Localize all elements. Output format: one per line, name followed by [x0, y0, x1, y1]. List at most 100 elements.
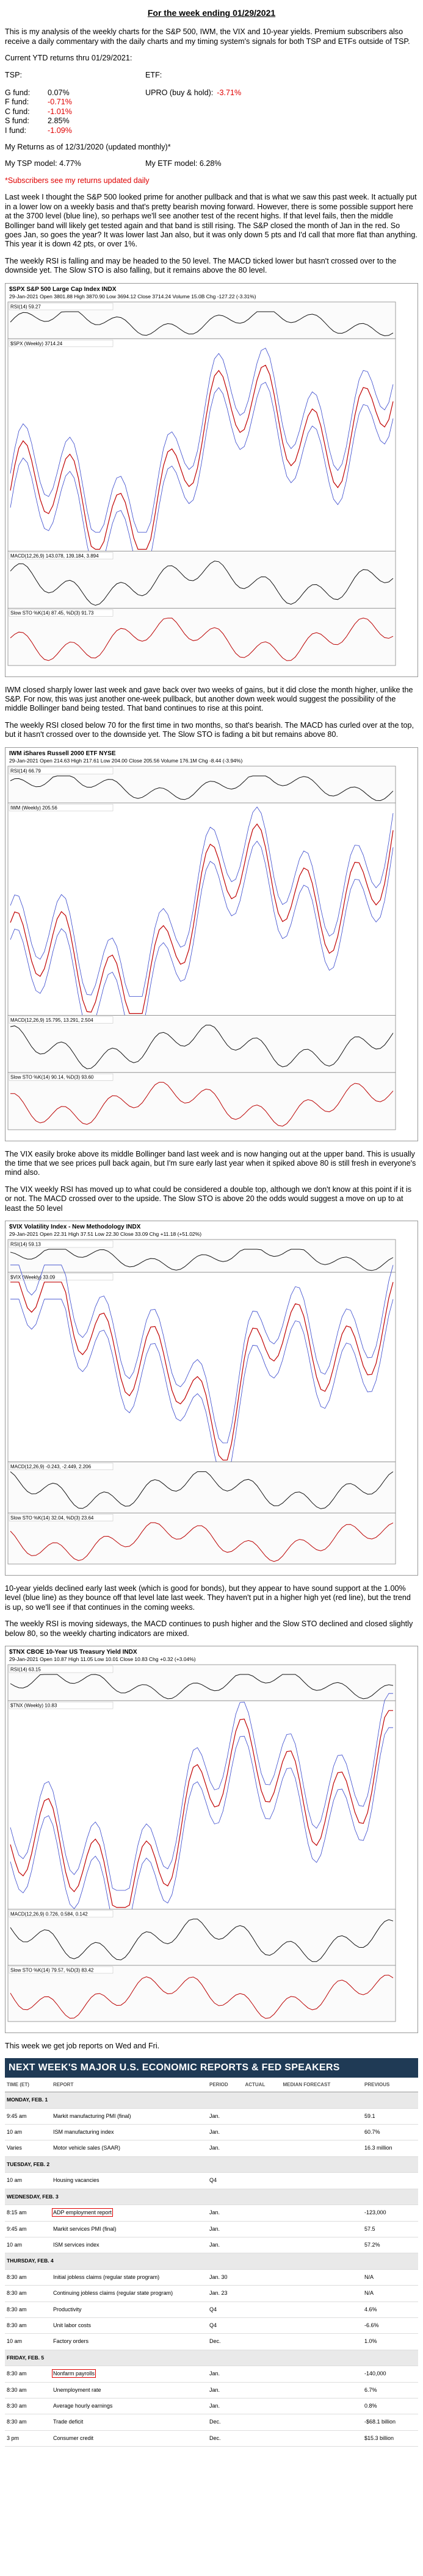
time: 8:30 am: [5, 2398, 51, 2415]
actual: [243, 2333, 281, 2350]
day: THURSDAY, FEB. 4: [5, 2253, 418, 2270]
chart: $TNX CBOE 10-Year US Treasury Yield INDX…: [7, 1649, 396, 2022]
decorative-trace: [10, 617, 394, 661]
report-name: Continuing jobless claims (regular state…: [53, 2290, 173, 2297]
previous: 1.0%: [363, 2333, 418, 2350]
report-name: Productivity: [53, 2306, 82, 2312]
chart: $SPX S&P 500 Large Cap Index INDX29-Jan-…: [7, 286, 396, 666]
period: Jan.: [208, 2398, 244, 2415]
panel-label-bg: [9, 1073, 114, 1081]
day-row: THURSDAY, FEB. 4: [5, 2253, 418, 2270]
decorative-trace: [10, 823, 394, 1014]
chart: IWM iShares Russell 2000 ETF NYSE29-Jan-…: [7, 750, 396, 1130]
paragraph: The weekly RSI is moving sideways, the M…: [5, 1620, 413, 1638]
previous: -6.6%: [363, 2317, 418, 2334]
chart: $VIX Volatility Index - New Methodology …: [7, 1224, 396, 1565]
panel-label: Slow STO %K(14) 79.57, %D(3) 83.42: [10, 1968, 94, 1973]
forecast: [281, 2366, 363, 2383]
decorative-band: [10, 806, 394, 997]
time: 10 am: [5, 2124, 51, 2141]
tsp-model: My TSP model: 4.77%: [5, 159, 81, 168]
panel-label-bg: [9, 551, 114, 559]
fund-name: C fund:: [5, 107, 30, 116]
column-header: MEDIAN FORECAST: [281, 2077, 363, 2093]
fund-name: I fund:: [5, 126, 27, 135]
forecast: [281, 2140, 363, 2157]
actual: [243, 2285, 281, 2302]
column-header: TIME (ET): [5, 2077, 51, 2093]
period: Jan.: [208, 2366, 244, 2383]
fund-row: UPRO (buy & hold): -3.71%: [145, 88, 241, 98]
chart-info: 29-Jan-2021 Open 214.63 High 217.61 Low …: [9, 758, 242, 764]
forecast: [281, 2302, 363, 2318]
forecast: [281, 2430, 363, 2447]
previous: 60.7%: [363, 2124, 418, 2141]
fund-value: 0.07%: [48, 88, 70, 98]
panel: [7, 1700, 396, 1910]
panel-label: IWM (Weekly) 205.56: [10, 805, 57, 810]
day: FRIDAY, FEB. 5: [5, 2350, 418, 2367]
report-row: 8:30 am Average hourly earnings Jan. 0.8%: [5, 2398, 418, 2415]
forecast: [281, 2108, 363, 2125]
decorative-band: [10, 1693, 393, 1891]
panel-label: Slow STO %K(14) 87.45, %D(3) 91.73: [10, 610, 94, 615]
decorative-trace: [10, 1975, 394, 2019]
forecast: [281, 2398, 363, 2415]
decorative-trace: [10, 560, 394, 606]
fund-value: -1.09%: [48, 126, 72, 135]
period: Dec.: [208, 2414, 244, 2431]
actual: [243, 2205, 281, 2222]
time: 8:30 am: [5, 2366, 51, 2383]
chart-ticker: IWM iShares Russell 2000 ETF NYSE: [9, 750, 116, 757]
decorative-trace: [10, 1674, 394, 1699]
panel: [7, 1965, 396, 2022]
etf-model: My ETF model: 6.28%: [145, 159, 222, 168]
panel-label: $SPX (Weekly) 3714.24: [10, 340, 63, 346]
panel-label: $VIX (Weekly) 33.09: [10, 1274, 56, 1280]
actual: [243, 2430, 281, 2447]
decorative-trace: [10, 1522, 394, 1562]
sections: Last week I thought the S&P 500 looked p…: [5, 193, 418, 2034]
paragraph: The VIX easily broke above its middle Bo…: [5, 1149, 416, 1177]
decorative-trace: [10, 775, 394, 801]
etf-funds: UPRO (buy & hold): -3.71%: [145, 88, 241, 135]
page: For the week ending 01/29/2021 This is m…: [0, 8, 423, 2576]
forecast: [281, 2414, 363, 2431]
time: 8:30 am: [5, 2317, 51, 2334]
panel-label-bg: [9, 339, 114, 347]
decorative-band: [10, 1299, 394, 1478]
period: Jan.: [208, 2108, 244, 2125]
report-name: ISM services index: [53, 2241, 99, 2248]
column-header: REPORT: [51, 2077, 208, 2093]
panel-label-bg: [9, 803, 114, 811]
panel-label: Slow STO %K(14) 90.14, %D(3) 93.60: [10, 1074, 94, 1080]
report: Consumer credit: [51, 2430, 208, 2447]
report-name: ISM manufacturing index: [53, 2129, 114, 2136]
day: WEDNESDAY, FEB. 3: [5, 2189, 418, 2206]
time: 8:30 am: [5, 2302, 51, 2318]
report-row: 8:30 am Trade deficit Dec. -$68.1 billion: [5, 2414, 418, 2431]
decorative-band: [10, 1265, 394, 1444]
time: 10 am: [5, 2172, 51, 2189]
panel: [7, 1072, 396, 1130]
actual: [243, 2221, 281, 2237]
fund-row: F fund: -0.71%: [5, 98, 145, 107]
previous: N/A: [363, 2285, 418, 2302]
report-row: Varies Motor vehicle sales (SAAR) Jan. 16.3…: [5, 2140, 418, 2157]
report: Factory orders: [51, 2333, 208, 2350]
report: Unit labor costs: [51, 2317, 208, 2334]
chart-info: 29-Jan-2021 Open 22.31 High 37.51 Low 22…: [9, 1231, 201, 1237]
report-name: ADP employment report: [52, 2208, 113, 2217]
panel: [7, 1014, 396, 1073]
time: Varies: [5, 2140, 51, 2157]
day-row: WEDNESDAY, FEB. 3: [5, 2189, 418, 2206]
period: Jan.: [208, 2140, 244, 2157]
panel-label: RSI(14) 59.27: [10, 304, 41, 309]
chart-ticker: $TNX CBOE 10-Year US Treasury Yield INDX: [9, 1649, 137, 1656]
report-name: Trade deficit: [53, 2419, 84, 2425]
period: Q4: [208, 2302, 244, 2318]
intro: This is my analysis of the weekly charts…: [5, 27, 410, 46]
fund-row: C fund: -1.01%: [5, 107, 145, 117]
report: Motor vehicle sales (SAAR): [51, 2140, 208, 2157]
report-row: 3 pm Consumer credit Dec. $15.3 billion: [5, 2430, 418, 2447]
